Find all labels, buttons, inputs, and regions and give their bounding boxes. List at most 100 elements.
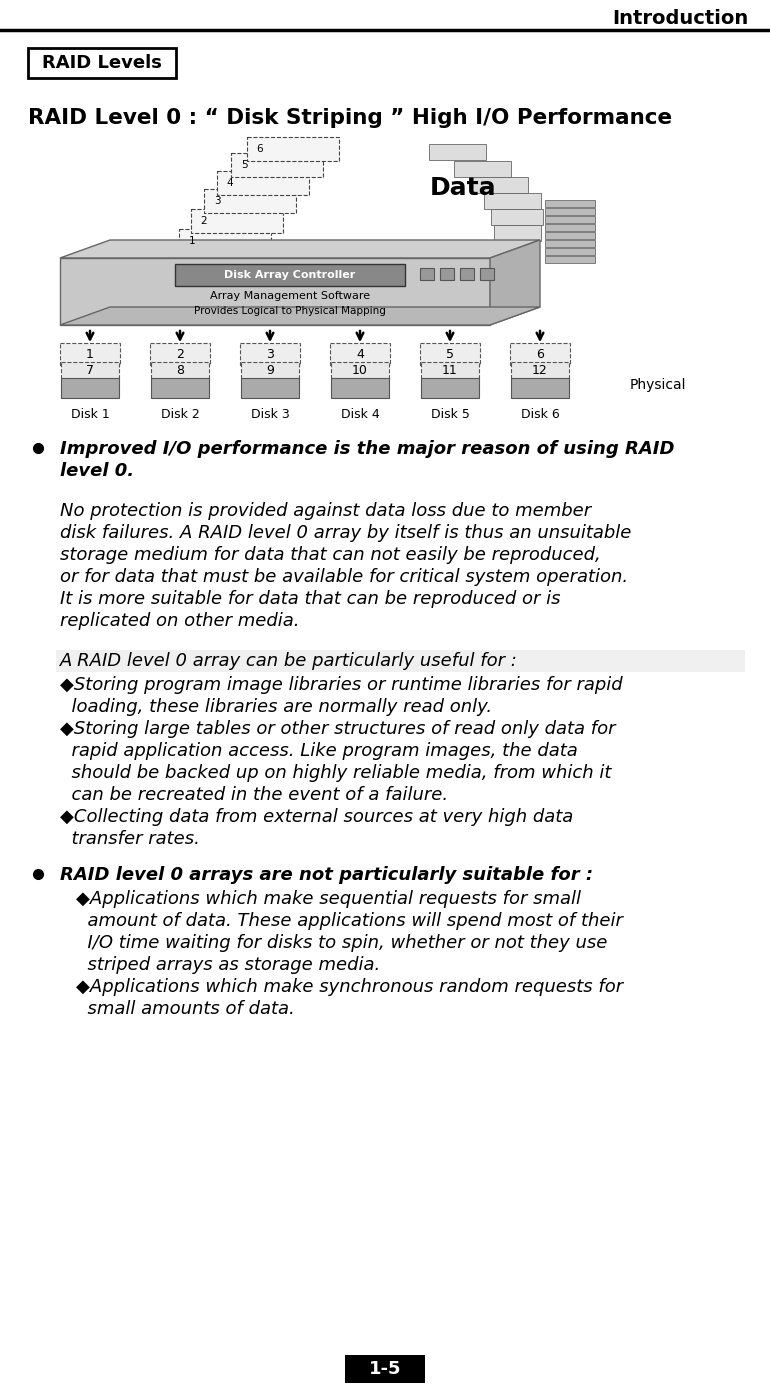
- Text: ◆Applications which make sequential requests for small: ◆Applications which make sequential requ…: [76, 891, 581, 907]
- FancyBboxPatch shape: [241, 377, 299, 398]
- FancyBboxPatch shape: [454, 161, 511, 178]
- Text: small amounts of data.: small amounts of data.: [76, 1000, 295, 1018]
- Text: Disk 4: Disk 4: [340, 408, 380, 421]
- FancyBboxPatch shape: [545, 208, 595, 215]
- FancyBboxPatch shape: [150, 343, 210, 365]
- Text: I/O time waiting for disks to spin, whether or not they use: I/O time waiting for disks to spin, whet…: [76, 934, 608, 952]
- Text: Disk 2: Disk 2: [161, 408, 199, 421]
- Text: Physical: Physical: [630, 377, 687, 391]
- Text: Disk 5: Disk 5: [430, 408, 470, 421]
- FancyBboxPatch shape: [480, 268, 494, 280]
- FancyBboxPatch shape: [471, 178, 528, 193]
- Bar: [345, 1355, 425, 1383]
- FancyBboxPatch shape: [61, 362, 119, 380]
- Bar: [56, 650, 745, 672]
- Text: 6: 6: [536, 348, 544, 361]
- FancyBboxPatch shape: [491, 208, 543, 225]
- Text: level 0.: level 0.: [60, 461, 134, 480]
- Text: 3: 3: [266, 348, 274, 361]
- Text: 8: 8: [176, 365, 184, 377]
- FancyBboxPatch shape: [60, 343, 120, 365]
- FancyBboxPatch shape: [545, 256, 595, 263]
- Text: disk failures. A RAID level 0 array by itself is thus an unsuitable: disk failures. A RAID level 0 array by i…: [60, 524, 631, 542]
- FancyBboxPatch shape: [420, 343, 480, 365]
- FancyBboxPatch shape: [545, 240, 595, 247]
- Text: 9: 9: [266, 365, 274, 377]
- Text: ◆Storing program image libraries or runtime libraries for rapid: ◆Storing program image libraries or runt…: [60, 677, 623, 693]
- Text: or for data that must be available for critical system operation.: or for data that must be available for c…: [60, 568, 628, 586]
- Text: 4: 4: [356, 348, 364, 361]
- FancyBboxPatch shape: [231, 152, 323, 178]
- Text: amount of data. These applications will spend most of their: amount of data. These applications will …: [76, 911, 623, 930]
- Text: Provides Logical to Physical Mapping: Provides Logical to Physical Mapping: [194, 306, 386, 316]
- FancyBboxPatch shape: [545, 232, 595, 239]
- Text: can be recreated in the event of a failure.: can be recreated in the event of a failu…: [60, 786, 448, 804]
- FancyBboxPatch shape: [510, 343, 570, 365]
- Text: 2: 2: [176, 348, 184, 361]
- FancyBboxPatch shape: [331, 362, 389, 380]
- Text: 10: 10: [352, 365, 368, 377]
- Text: striped arrays as storage media.: striped arrays as storage media.: [76, 956, 380, 974]
- Text: transfer rates.: transfer rates.: [60, 830, 200, 849]
- FancyBboxPatch shape: [191, 208, 283, 233]
- Text: ◆Collecting data from external sources at very high data: ◆Collecting data from external sources a…: [60, 808, 573, 826]
- Text: ◆Applications which make synchronous random requests for: ◆Applications which make synchronous ran…: [76, 979, 623, 995]
- Text: 1: 1: [86, 348, 94, 361]
- FancyBboxPatch shape: [247, 137, 339, 161]
- FancyBboxPatch shape: [331, 377, 389, 398]
- FancyBboxPatch shape: [420, 268, 434, 280]
- FancyBboxPatch shape: [421, 362, 479, 380]
- Text: loading, these libraries are normally read only.: loading, these libraries are normally re…: [60, 698, 492, 716]
- Text: Data: Data: [430, 176, 497, 200]
- Text: 3: 3: [214, 196, 220, 206]
- Text: Disk 3: Disk 3: [250, 408, 290, 421]
- Text: Introduction: Introduction: [611, 8, 748, 28]
- Text: should be backed up on highly reliable media, from which it: should be backed up on highly reliable m…: [60, 763, 611, 781]
- Text: No protection is provided against data loss due to member: No protection is provided against data l…: [60, 502, 591, 520]
- Text: 1-5: 1-5: [369, 1360, 401, 1378]
- FancyBboxPatch shape: [151, 377, 209, 398]
- Text: Array Management Software: Array Management Software: [210, 291, 370, 301]
- FancyBboxPatch shape: [175, 264, 405, 287]
- Text: RAID Levels: RAID Levels: [42, 55, 162, 73]
- FancyBboxPatch shape: [511, 362, 569, 380]
- FancyBboxPatch shape: [241, 362, 299, 380]
- FancyBboxPatch shape: [204, 189, 296, 212]
- Text: replicated on other media.: replicated on other media.: [60, 612, 300, 630]
- Text: It is more suitable for data that can be reproduced or is: It is more suitable for data that can be…: [60, 590, 561, 608]
- FancyBboxPatch shape: [545, 224, 595, 231]
- FancyBboxPatch shape: [421, 377, 479, 398]
- FancyBboxPatch shape: [330, 343, 390, 365]
- FancyBboxPatch shape: [545, 217, 595, 224]
- Polygon shape: [60, 240, 540, 259]
- FancyBboxPatch shape: [61, 377, 119, 398]
- Text: Disk Array Controller: Disk Array Controller: [224, 270, 356, 280]
- Text: 5: 5: [446, 348, 454, 361]
- FancyBboxPatch shape: [440, 268, 454, 280]
- Text: 6: 6: [256, 144, 263, 154]
- Text: 11: 11: [442, 365, 458, 377]
- Text: rapid application access. Like program images, the data: rapid application access. Like program i…: [60, 742, 578, 761]
- FancyBboxPatch shape: [545, 247, 595, 254]
- Text: ◆Storing large tables or other structures of read only data for: ◆Storing large tables or other structure…: [60, 720, 615, 738]
- Text: 2: 2: [201, 217, 207, 226]
- FancyBboxPatch shape: [429, 144, 486, 159]
- FancyBboxPatch shape: [494, 225, 541, 240]
- Polygon shape: [60, 259, 490, 324]
- FancyBboxPatch shape: [511, 377, 569, 398]
- FancyBboxPatch shape: [28, 48, 176, 78]
- Text: A RAID level 0 array can be particularly useful for :: A RAID level 0 array can be particularly…: [60, 651, 518, 670]
- FancyBboxPatch shape: [484, 193, 541, 208]
- Text: 7: 7: [86, 365, 94, 377]
- Text: 12: 12: [532, 365, 548, 377]
- FancyBboxPatch shape: [179, 229, 271, 253]
- FancyBboxPatch shape: [545, 200, 595, 207]
- FancyBboxPatch shape: [151, 362, 209, 380]
- Text: Disk 1: Disk 1: [71, 408, 109, 421]
- Text: RAID level 0 arrays are not particularly suitable for :: RAID level 0 arrays are not particularly…: [60, 865, 593, 884]
- Polygon shape: [60, 308, 540, 324]
- Text: Improved I/O performance is the major reason of using RAID: Improved I/O performance is the major re…: [60, 440, 675, 459]
- Text: 5: 5: [241, 159, 247, 171]
- Text: storage medium for data that can not easily be reproduced,: storage medium for data that can not eas…: [60, 547, 601, 563]
- FancyBboxPatch shape: [460, 268, 474, 280]
